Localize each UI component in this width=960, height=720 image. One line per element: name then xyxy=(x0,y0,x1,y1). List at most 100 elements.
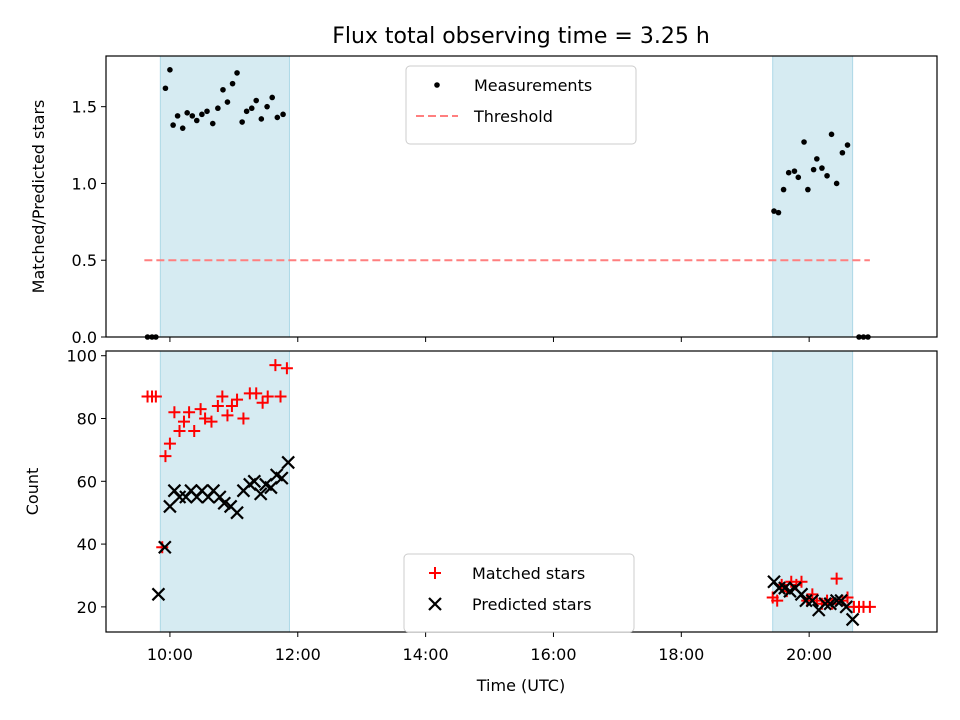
predicted-star-point xyxy=(247,474,262,489)
measurement-point xyxy=(795,174,802,181)
matched-star-point xyxy=(159,450,172,463)
measurement-point xyxy=(780,186,787,193)
predicted-star-point xyxy=(275,471,289,485)
matched-star-point xyxy=(221,409,234,422)
matched-star-point xyxy=(863,600,876,613)
measurement-point xyxy=(844,142,851,148)
legend-box-bottom xyxy=(403,553,635,633)
predicted-star-point xyxy=(794,587,809,602)
measurement-point xyxy=(193,117,200,124)
measurement-point xyxy=(215,105,221,112)
predicted-star-point xyxy=(799,593,813,608)
measurement-point xyxy=(179,125,186,131)
chart-title: Flux total observing time = 3.25 h xyxy=(332,24,710,49)
measurement-point xyxy=(184,110,190,116)
matched-star-point xyxy=(188,425,201,438)
legend-label: Matched stars xyxy=(472,564,585,583)
legend-marker-dot xyxy=(434,82,440,88)
measurement-point xyxy=(801,139,807,145)
legend-label: Predicted stars xyxy=(472,595,592,614)
measurement-point xyxy=(771,208,777,214)
y-tick-label-bottom: 60 xyxy=(77,472,97,491)
matched-star-point xyxy=(216,390,229,403)
predicted-star-point xyxy=(845,612,860,627)
y-axis-title-top: Matched/Predicted stars xyxy=(29,100,48,294)
y-tick-label-bottom: 40 xyxy=(77,535,97,554)
legend-label: Threshold xyxy=(473,107,553,126)
matched-star-point xyxy=(183,406,196,419)
top-panel-ratio: 0.0 0.5 1.0 1.5 Matched/Predicted stars Measu… xyxy=(29,55,938,347)
measurement-point xyxy=(234,70,240,76)
matched-star-point xyxy=(795,575,808,588)
x-axis-title: Time (UTC) xyxy=(476,676,565,695)
y-tick-label-top: 0.0 xyxy=(72,328,97,347)
x-tick-label: 10:00 xyxy=(147,645,193,664)
matched-star-point xyxy=(256,396,269,409)
y-tick-label-bottom: 80 xyxy=(77,410,97,429)
measurement-point xyxy=(274,114,281,121)
x-tick-label: 14:00 xyxy=(403,645,449,664)
matched-star-point xyxy=(163,437,176,450)
predicted-star-point xyxy=(805,593,820,608)
measurement-point xyxy=(824,172,830,179)
measurement-point xyxy=(264,103,270,110)
x-tick-label: 12:00 xyxy=(275,645,321,664)
legend-marker-plus xyxy=(429,567,441,579)
matched-star-point xyxy=(830,572,843,585)
measurement-point xyxy=(819,165,825,171)
predicted-star-point xyxy=(158,540,172,555)
measurement-point xyxy=(805,186,811,193)
measurement-point xyxy=(167,67,173,73)
y-tick-label-bottom: 20 xyxy=(77,598,97,617)
axes-frame-top xyxy=(105,55,938,338)
measurement-point xyxy=(224,99,231,105)
x-tick-label: 18:00 xyxy=(658,645,704,664)
matched-star-point xyxy=(231,393,244,406)
y-axis-title-bottom: Count xyxy=(23,468,42,516)
matched-star-point xyxy=(237,412,250,425)
measurement-point xyxy=(170,122,176,128)
predicted-star-point xyxy=(818,596,832,611)
predicted-star-point xyxy=(829,593,844,608)
measurement-point xyxy=(209,120,216,127)
measurement-point xyxy=(189,113,196,119)
y-tick-label-top: 0.5 xyxy=(72,251,97,270)
y-tick-label-top: 1.5 xyxy=(72,98,97,117)
measurement-point xyxy=(248,105,255,112)
predicted-star-point xyxy=(772,581,786,595)
predicted-star-point xyxy=(264,480,278,495)
legend-box-top xyxy=(405,65,637,145)
measurement-point xyxy=(828,131,835,138)
matched-star-point xyxy=(149,390,162,403)
matched-star-point xyxy=(194,403,207,416)
matched-star-point xyxy=(199,412,212,425)
x-tick-label: 16:00 xyxy=(530,645,576,664)
matched-star-point xyxy=(280,362,293,375)
measurement-point xyxy=(239,119,245,125)
measurement-point xyxy=(199,111,205,118)
measurement-point xyxy=(258,116,265,122)
measurement-point xyxy=(220,86,226,93)
matched-star-point xyxy=(269,359,282,372)
y-tick-label-bottom: 100 xyxy=(66,347,97,366)
measurement-point xyxy=(775,209,782,216)
matched-star-point xyxy=(261,390,274,403)
x-tick-label: 20:00 xyxy=(786,645,832,664)
measurement-point xyxy=(253,97,260,104)
predicted-star-point xyxy=(281,455,295,470)
shaded-interval-top xyxy=(772,55,854,338)
bottom-panel-counts: 10:00 12:00 14:00 16:00 18:00 20:00 20 40 60 80 10… xyxy=(23,347,938,664)
measurement-point xyxy=(243,108,250,115)
predicted-star-point xyxy=(151,587,166,602)
matched-star-point xyxy=(806,588,819,601)
measurement-point xyxy=(833,180,840,187)
measurement-point xyxy=(229,80,236,87)
matched-star-point xyxy=(211,399,224,412)
measurement-point xyxy=(785,169,792,176)
matched-star-point xyxy=(274,390,287,403)
predicted-star-point xyxy=(839,600,854,614)
measurement-point xyxy=(810,166,817,173)
matched-star-point xyxy=(205,415,218,428)
predicted-star-point xyxy=(213,490,227,504)
